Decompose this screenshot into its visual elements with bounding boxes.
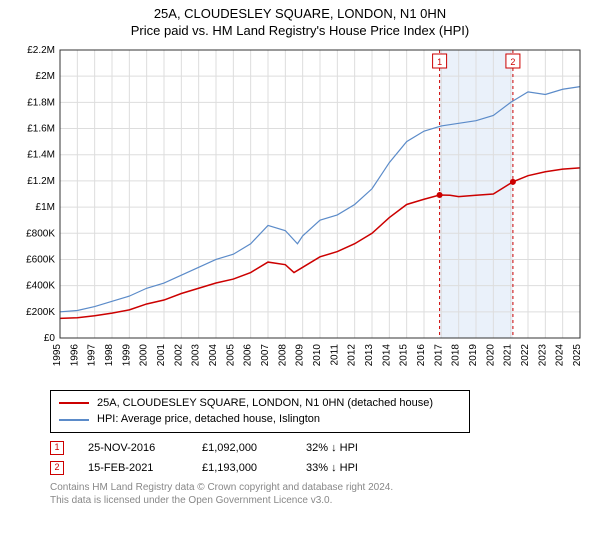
- y-tick-label: £800K: [26, 228, 55, 239]
- y-tick-label: £400K: [26, 280, 55, 291]
- x-tick-label: 2004: [208, 343, 219, 366]
- transactions-table: 1 25-NOV-2016 £1,092,000 32% ↓ HPI 2 15-FEB-2…: [50, 441, 590, 475]
- tx-price: £1,092,000: [202, 442, 282, 454]
- legend-swatch-2: [59, 419, 89, 421]
- chart-container: 25A, CLOUDESLEY SQUARE, LONDON, N1 0HN P…: [0, 0, 600, 560]
- legend-swatch-1: [59, 402, 89, 404]
- x-tick-label: 2018: [451, 343, 462, 366]
- x-tick-label: 2013: [364, 343, 375, 366]
- x-tick-label: 2015: [399, 343, 410, 366]
- chart-title: 25A, CLOUDESLEY SQUARE, LONDON, N1 0HN: [10, 6, 590, 23]
- event-marker-label: 1: [437, 57, 442, 67]
- x-tick-label: 2006: [243, 343, 254, 366]
- legend-row-2: HPI: Average price, detached house, Isli…: [59, 411, 461, 428]
- x-tick-label: 2002: [173, 343, 184, 366]
- y-tick-label: £200K: [26, 307, 55, 318]
- x-tick-label: 1996: [69, 343, 80, 366]
- x-tick-label: 2014: [381, 343, 392, 366]
- y-tick-label: £1.8M: [27, 97, 55, 108]
- chart-subtitle: Price paid vs. HM Land Registry's House …: [10, 23, 590, 40]
- y-tick-label: £1.4M: [27, 150, 55, 161]
- chart-svg: £0 £200K £400K £600K £800K £1M £1.2M £1.4M £1.6M…: [10, 44, 590, 384]
- x-tick-label: 2007: [260, 343, 271, 366]
- x-tick-label: 2012: [347, 343, 358, 366]
- x-tick-label: 2025: [572, 343, 583, 366]
- footer: Contains HM Land Registry data © Crown c…: [50, 481, 590, 507]
- x-tick-label: 2016: [416, 343, 427, 366]
- tx-marker: 1: [50, 441, 64, 455]
- x-tick-label: 1999: [121, 343, 132, 366]
- x-tick-label: 2024: [555, 343, 566, 366]
- data-marker: [437, 192, 443, 198]
- x-tick-label: 1998: [104, 343, 115, 366]
- x-tick-label: 2020: [485, 343, 496, 366]
- x-tick-label: 2008: [277, 343, 288, 366]
- x-tick-label: 2009: [295, 343, 306, 366]
- legend-label-2: HPI: Average price, detached house, Isli…: [97, 411, 320, 428]
- y-tick-label: £0: [44, 333, 56, 344]
- event-marker-label: 2: [510, 57, 515, 67]
- y-tick-label: £2.2M: [27, 45, 55, 56]
- x-tick-label: 1997: [87, 343, 98, 366]
- x-tick-label: 2001: [156, 343, 167, 366]
- tx-price: £1,193,000: [202, 462, 282, 474]
- footer-line-2: This data is licensed under the Open Gov…: [50, 494, 590, 507]
- transaction-row: 1 25-NOV-2016 £1,092,000 32% ↓ HPI: [50, 441, 590, 455]
- x-tick-label: 2010: [312, 343, 323, 366]
- y-tick-label: £1M: [36, 202, 55, 213]
- transaction-row: 2 15-FEB-2021 £1,193,000 33% ↓ HPI: [50, 461, 590, 475]
- tx-delta: 32% ↓ HPI: [306, 442, 386, 454]
- tx-date: 25-NOV-2016: [88, 442, 178, 454]
- legend: 25A, CLOUDESLEY SQUARE, LONDON, N1 0HN (…: [50, 390, 470, 433]
- x-tick-label: 2022: [520, 343, 531, 366]
- legend-row-1: 25A, CLOUDESLEY SQUARE, LONDON, N1 0HN (…: [59, 395, 461, 412]
- y-tick-label: £1.2M: [27, 176, 55, 187]
- x-tick-label: 2003: [191, 343, 202, 366]
- y-tick-label: £600K: [26, 254, 55, 265]
- tx-delta: 33% ↓ HPI: [306, 462, 386, 474]
- tx-marker: 2: [50, 461, 64, 475]
- y-tick-label: £2M: [36, 71, 55, 82]
- x-tick-label: 2017: [433, 343, 444, 366]
- tx-date: 15-FEB-2021: [88, 462, 178, 474]
- x-tick-label: 2023: [537, 343, 548, 366]
- footer-line-1: Contains HM Land Registry data © Crown c…: [50, 481, 590, 494]
- x-tick-label: 1995: [52, 343, 63, 366]
- data-marker: [510, 179, 516, 185]
- chart-plot-area: £0 £200K £400K £600K £800K £1M £1.2M £1.4M £1.6M…: [10, 44, 590, 384]
- x-tick-label: 2000: [139, 343, 150, 366]
- legend-label-1: 25A, CLOUDESLEY SQUARE, LONDON, N1 0HN (…: [97, 395, 433, 412]
- x-tick-label: 2005: [225, 343, 236, 366]
- y-tick-label: £1.6M: [27, 123, 55, 134]
- x-tick-label: 2019: [468, 343, 479, 366]
- x-tick-label: 2021: [503, 343, 514, 366]
- x-tick-label: 2011: [329, 343, 340, 365]
